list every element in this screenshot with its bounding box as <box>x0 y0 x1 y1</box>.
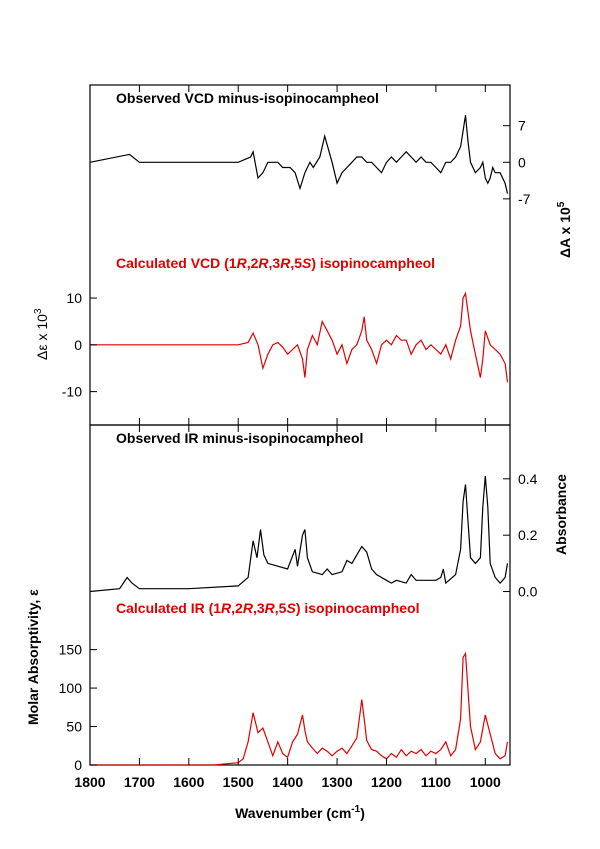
x-tick-label-0: 1800 <box>74 774 105 790</box>
y-tick-label-0-0: 7 <box>518 118 526 134</box>
calc-ir-title-part-6: ,5 <box>275 600 287 616</box>
calc-ir-title-part-4: ,3 <box>253 600 265 616</box>
ir-frame <box>89 424 511 766</box>
calc-ir-title-part-5: R <box>265 600 276 616</box>
x-tick-label-7: 1100 <box>421 774 452 790</box>
calc-vcd-title-part-8: ) isopinocampheol <box>311 255 435 271</box>
calculated-vcd-title: Calculated VCD (1R,2R,3R,5S) isopinocamp… <box>116 255 435 271</box>
calculated-ir-ylabel: Molar Absorptivity, ε <box>25 589 41 725</box>
calc-vcd-title-part-6: ,5 <box>290 255 302 271</box>
y-tick-label-0-2: -7 <box>518 191 531 207</box>
observed-ir-title: Observed IR minus-isopinocampheol <box>116 430 363 446</box>
y-tick-label-2-1: 0.2 <box>518 527 538 543</box>
observed-vcd-title: Observed VCD minus-isopinocampheol <box>116 90 379 106</box>
y-tick-label-1-0: 10 <box>66 290 82 306</box>
y-tick-label-0-1: 0 <box>518 154 526 170</box>
calc-ir-title-part-8: ) isopinocampheol <box>296 600 420 616</box>
y-tick-label-3-2: 50 <box>66 719 82 735</box>
calc-vcd-title-part-7: S <box>302 255 312 271</box>
calc-vcd-title-part-3: R <box>258 255 269 271</box>
calc-vcd-title-part-2: ,2 <box>247 255 259 271</box>
spectrum-line-2 <box>89 475 509 593</box>
calc-ir-title-part-0: Calculated IR (1 <box>116 600 221 616</box>
y-tick-label-3-1: 100 <box>59 680 83 696</box>
calc-ir-title-part-3: R <box>243 600 254 616</box>
calc-vcd-title-part-4: ,3 <box>269 255 281 271</box>
x-tick-label-1: 1700 <box>124 774 155 790</box>
spectrum-line-3 <box>90 651 509 766</box>
x-axis-label: Wavenumber (cm-1) <box>235 804 365 821</box>
observed-ir-ylabel: Absorbance <box>553 474 569 555</box>
y-tick-label-1-1: 0 <box>74 337 82 353</box>
calc-vcd-title-part-0: Calculated VCD (1 <box>116 255 237 271</box>
x-tick-label-5: 1300 <box>321 774 352 790</box>
x-tick-label-4: 1400 <box>272 774 303 790</box>
calc-vcd-title-part-5: R <box>280 255 291 271</box>
x-tick-label-6: 1200 <box>371 774 402 790</box>
y-tick-label-3-3: 0 <box>74 757 82 773</box>
spectrum-line-1 <box>90 291 509 383</box>
y-tick-label-1-2: -10 <box>62 384 82 400</box>
y-tick-label-3-0: 150 <box>59 642 83 658</box>
calc-ir-title-part-7: S <box>286 600 296 616</box>
spectrum-line-0 <box>89 115 509 194</box>
observed-vcd-ylabel: ΔA x 105 <box>556 201 573 258</box>
calc-ir-title-part-1: R <box>221 600 232 616</box>
x-tick-label-8: 1000 <box>470 774 501 790</box>
calc-vcd-title-part-1: R <box>237 255 248 271</box>
x-tick-label-3: 1500 <box>223 774 254 790</box>
calc-ir-title-part-2: ,2 <box>231 600 243 616</box>
x-tick-label-2: 1600 <box>173 774 204 790</box>
y-tick-label-2-2: 0.0 <box>518 584 538 600</box>
calculated-vcd-ylabel: Δε x 103 <box>33 308 50 360</box>
y-tick-label-2-0: 0.4 <box>518 471 538 487</box>
calculated-ir-title: Calculated IR (1R,2R,3R,5S) isopinocamph… <box>116 600 420 616</box>
